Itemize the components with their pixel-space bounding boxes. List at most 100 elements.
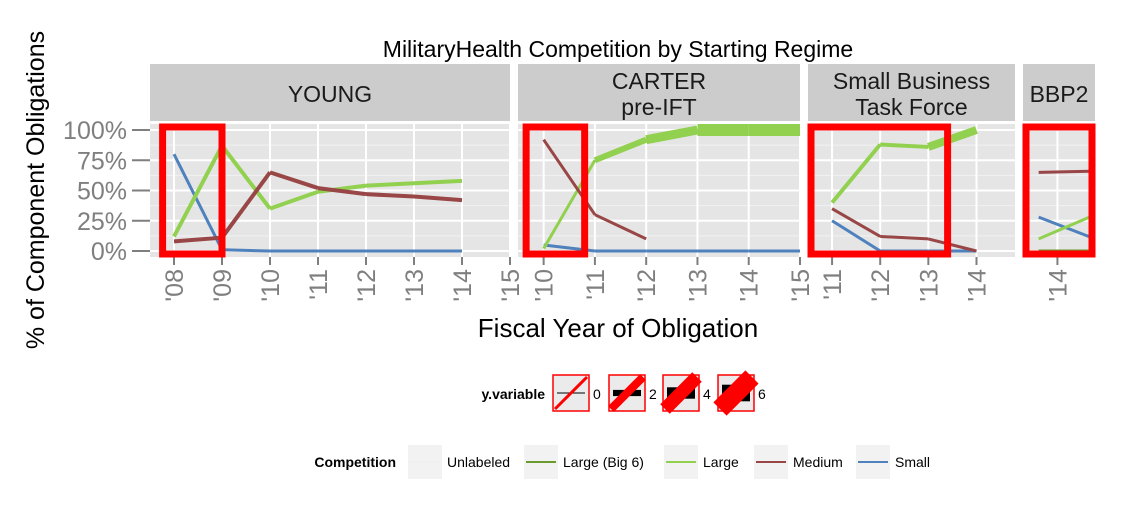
y-axis-label: % of Component Obligations bbox=[22, 31, 50, 349]
line-segment bbox=[593, 136, 648, 164]
line-segment bbox=[880, 142, 929, 149]
chart-title: MilitaryHealth Competition by Starting R… bbox=[383, 36, 853, 62]
x-tick-label: '08 bbox=[161, 269, 189, 302]
x-tick-label: '14 bbox=[1044, 269, 1072, 302]
color-legend-entry: Medium bbox=[754, 445, 843, 479]
panel-young: YOUNG '08 '09 '10 '11 '12 '13 '14 '15 bbox=[150, 64, 525, 302]
size-legend-label: 2 bbox=[649, 386, 657, 402]
color-legend-label: Medium bbox=[793, 454, 843, 470]
size-legend-entry: 0 bbox=[552, 374, 601, 412]
panel-bbp2: BBP2 '14 bbox=[1022, 64, 1096, 302]
x-tick-label: '11 bbox=[582, 269, 610, 300]
x-tick-label: '10 bbox=[531, 269, 559, 302]
series-large bbox=[1038, 213, 1096, 241]
line-segment bbox=[413, 194, 463, 203]
strip-background bbox=[808, 64, 1015, 121]
y-tick-label: 25% bbox=[77, 208, 127, 236]
size-legend-entry: 6 bbox=[713, 370, 766, 416]
line-segment bbox=[831, 219, 882, 253]
size-legend-entry: 2 bbox=[608, 374, 657, 412]
color-legend-label: Small bbox=[895, 454, 930, 470]
size-legend: y.variable 0 2 4 6 bbox=[481, 370, 766, 416]
line-segment bbox=[831, 207, 881, 238]
line-segment bbox=[172, 153, 224, 251]
x-tick-label: '13 bbox=[684, 269, 712, 302]
series-medium bbox=[1038, 169, 1096, 174]
color-legend-label: Unlabeled bbox=[447, 454, 510, 470]
line-segment bbox=[927, 237, 977, 253]
line-segment bbox=[317, 186, 367, 197]
line-segment bbox=[172, 144, 224, 238]
y-tick-label: 50% bbox=[77, 178, 127, 206]
x-tick-label: '12 bbox=[867, 269, 895, 302]
line-segment bbox=[269, 189, 319, 211]
y-tick-label: 0% bbox=[91, 238, 127, 266]
line-segment bbox=[365, 192, 415, 199]
strip-background bbox=[150, 64, 510, 121]
color-legend-label: Large bbox=[703, 454, 739, 470]
series-medium bbox=[831, 207, 977, 253]
highlight-box bbox=[1022, 123, 1096, 258]
y-tick-label: 75% bbox=[77, 147, 127, 175]
color-legend-entry: Large bbox=[664, 445, 739, 479]
line-segment bbox=[221, 248, 271, 253]
y-tick-label: 100% bbox=[63, 117, 127, 145]
size-legend-strike bbox=[713, 370, 759, 416]
line-segment bbox=[365, 181, 415, 188]
size-legend-label: 0 bbox=[593, 386, 601, 402]
x-tick-label: '13 bbox=[401, 269, 429, 302]
line-segment bbox=[220, 171, 272, 239]
facet-panels: YOUNG'08'09'10'11'12'13'14'15CARTERpre-I… bbox=[150, 64, 1096, 302]
line-segment bbox=[927, 126, 978, 151]
line-segment bbox=[880, 234, 929, 241]
highlight-box bbox=[522, 123, 589, 258]
size-legend-title: y.variable bbox=[481, 386, 545, 402]
strip-label: Small Business bbox=[833, 68, 990, 94]
highlight-box bbox=[807, 123, 952, 258]
strip-background bbox=[1023, 64, 1095, 121]
color-legend-title: Competition bbox=[314, 454, 396, 470]
line-segment bbox=[594, 213, 647, 241]
x-tick-label: '12 bbox=[633, 269, 661, 302]
strip-label: BBP2 bbox=[1030, 81, 1089, 107]
color-legend-label: Large (Big 6) bbox=[563, 454, 644, 470]
color-legend: Competition Unlabeled Large (Big 6) Large Me… bbox=[314, 445, 930, 479]
line-segment bbox=[269, 170, 319, 190]
line-segment bbox=[413, 178, 463, 186]
color-legend-entry: Large (Big 6) bbox=[524, 445, 644, 479]
x-tick-label: '12 bbox=[353, 269, 381, 302]
x-tick-label: '11 bbox=[305, 269, 333, 300]
size-legend-strike bbox=[608, 374, 646, 412]
x-tick-label: '14 bbox=[449, 269, 477, 302]
line-segment bbox=[830, 143, 882, 204]
size-legend-label: 4 bbox=[703, 386, 711, 402]
color-legend-entry: Small bbox=[856, 445, 930, 479]
strip-background bbox=[518, 64, 800, 121]
x-tick-label: '09 bbox=[209, 269, 237, 302]
strip-label: pre-IFT bbox=[621, 94, 696, 120]
x-tick-label: '15 bbox=[497, 269, 525, 302]
series-small bbox=[172, 153, 462, 253]
x-tick-label: '14 bbox=[963, 269, 991, 302]
strip-label: CARTER bbox=[612, 68, 706, 94]
line-segment bbox=[645, 125, 699, 145]
line-segment bbox=[220, 144, 272, 210]
x-tick-label: '11 bbox=[819, 269, 847, 300]
size-legend-strike bbox=[660, 372, 702, 414]
strip-label: Task Force bbox=[855, 94, 967, 120]
size-legend-entry: 4 bbox=[660, 372, 711, 414]
line-segment bbox=[173, 235, 223, 244]
x-axis-label: Fiscal Year of Obligation bbox=[478, 313, 758, 343]
size-legend-label: 6 bbox=[758, 386, 766, 402]
series-medium bbox=[173, 170, 463, 244]
strip-label: YOUNG bbox=[288, 81, 372, 107]
y-axis-ticks: 0%25%50% 75%100% bbox=[63, 117, 150, 266]
x-tick-label: '14 bbox=[736, 269, 764, 302]
color-legend-entry: Unlabeled bbox=[408, 445, 510, 479]
x-tick-label: '13 bbox=[915, 269, 943, 302]
size-legend-strike bbox=[553, 375, 589, 411]
x-tick-label: '15 bbox=[787, 269, 815, 302]
x-tick-label: '10 bbox=[257, 269, 285, 302]
